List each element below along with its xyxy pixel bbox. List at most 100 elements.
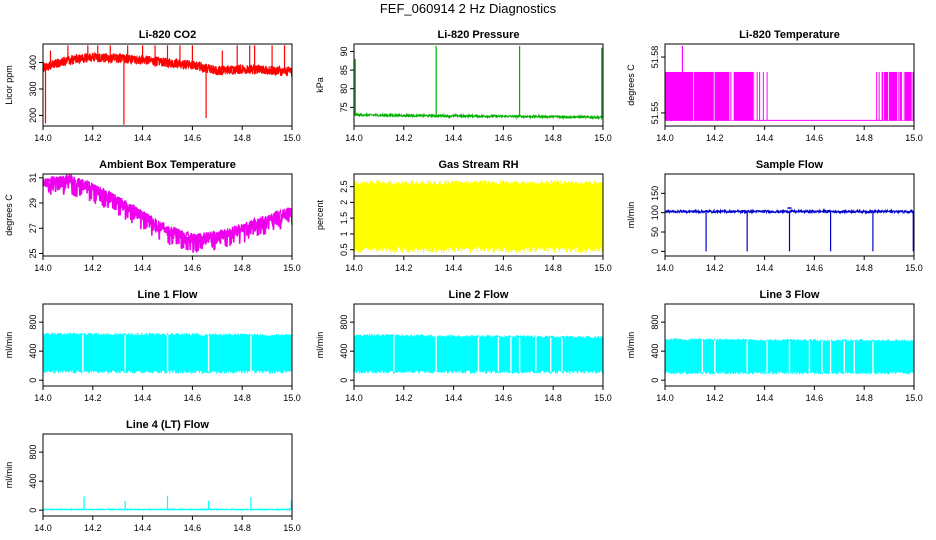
y-axis-label: ml/min [626,202,636,229]
x-tick-label: 14.4 [134,523,152,533]
x-tick-label: 14.4 [756,133,774,143]
x-tick-label: 14.4 [445,133,463,143]
y-tick-label: 400 [650,344,660,359]
x-tick-label: 14.0 [34,133,52,143]
x-tick-label: 14.2 [706,393,724,403]
x-tick-label: 15.0 [283,133,301,143]
plot-frame [353,173,604,257]
x-tick-label: 14.6 [184,393,202,403]
x-tick-label: 15.0 [283,393,301,403]
y-axis-label: ml/min [315,332,325,359]
y-axis-label: degrees C [626,64,636,106]
y-tick-label: 100 [650,205,660,220]
panel-1: Li-820 CO2 Licor ppm 14.0 14.2 14.4 14.6 14.8 1… [4,29,301,143]
x-tick-label: 14.4 [756,393,774,403]
y-tick-label: 0 [650,249,660,254]
x-tick-label: 14.4 [756,263,774,273]
x-tick-label: 14.2 [84,133,102,143]
data-layer [354,180,603,253]
y-axis-label: ml/min [4,332,14,359]
x-tick-label: 14.8 [233,523,251,533]
plot-frame [664,303,915,387]
x-tick-label: 15.0 [594,393,612,403]
data-layer [43,45,292,125]
panel-5: Gas Stream RH percent 14.0 14.2 14.4 14.6 14.8… [315,159,612,273]
y-tick-label: 2.5 [339,180,349,193]
x-tick-label: 14.0 [656,133,674,143]
toggle-block [665,71,755,121]
series-line [354,111,603,121]
y-tick-label: 0.5 [339,243,349,256]
panel-title: Sample Flow [756,159,824,171]
x-tick-label: 14.6 [184,523,202,533]
x-tick-label: 14.8 [855,263,873,273]
y-tick-label: 400 [339,344,349,359]
x-tick-label: 14.6 [806,133,824,143]
panel-10: Line 4 (LT) Flow ml/min 14.0 14.2 14.4 14.6 14… [4,419,301,533]
panel-8: Line 2 Flow ml/min 14.0 14.2 14.4 14.6 14.8 15.… [315,289,612,403]
plot-frame [664,173,915,257]
x-tick-label: 14.8 [233,133,251,143]
data-layer [665,207,914,252]
panel-7: Line 1 Flow ml/min 14.0 14.2 14.4 14.6 14.8 15.… [4,289,301,403]
panel-title: Li-820 Temperature [739,29,840,41]
x-tick-label: 14.8 [233,393,251,403]
x-tick-label: 14.8 [544,133,562,143]
plot-frame [42,173,293,257]
y-tick-label: 51.58 [650,46,660,69]
x-tick-label: 14.2 [706,263,724,273]
panel-title: Line 1 Flow [138,289,198,301]
x-tick-label: 14.2 [395,263,413,273]
x-tick-label: 14.4 [134,263,152,273]
x-tick-label: 15.0 [905,263,923,273]
plot-frame [353,43,604,127]
panel-title: Li-820 CO2 [139,29,196,41]
panel-title: Li-820 Pressure [438,29,520,41]
x-tick-label: 14.2 [84,263,102,273]
y-axis-label: ml/min [4,462,14,489]
data-layer [354,45,603,121]
y-tick-label: 150 [650,186,660,201]
x-tick-label: 14.2 [395,393,413,403]
panel-3: Li-820 Temperature degrees C 14.0 14.2 14.4 1… [626,29,923,143]
x-tick-label: 14.0 [656,393,674,403]
x-tick-label: 15.0 [594,263,612,273]
y-axis-label: percent [315,199,325,230]
x-tick-label: 14.4 [134,393,152,403]
panel-4: Ambient Box Temperature degrees C 14.0 14.2… [4,159,301,273]
panel-title: Line 4 (LT) Flow [126,419,209,431]
x-tick-label: 14.6 [495,263,513,273]
y-tick-label: 400 [28,344,38,359]
y-tick-label: 90 [339,46,349,56]
figure-title: FEF_060914 2 Hz Diagnostics [379,1,557,16]
x-tick-label: 14.0 [345,133,363,143]
x-tick-label: 14.6 [806,393,824,403]
y-axis-label: degrees C [4,194,14,236]
y-tick-label: 800 [28,445,38,460]
y-tick-label: 200 [28,108,38,123]
plot-frame [42,43,293,127]
panel-9: Line 3 Flow ml/min 14.0 14.2 14.4 14.6 14.8 15.… [626,289,923,403]
y-axis-label: Licor ppm [4,65,14,105]
y-tick-label: 75 [339,102,349,112]
panel-title: Line 2 Flow [449,289,509,301]
panel-title: Ambient Box Temperature [99,159,236,171]
x-tick-label: 14.4 [445,263,463,273]
y-tick-label: 0 [339,378,349,383]
data-layer [43,332,292,374]
y-tick-label: 31 [28,173,38,183]
x-tick-label: 15.0 [283,263,301,273]
x-tick-label: 15.0 [283,523,301,533]
x-tick-label: 14.6 [184,133,202,143]
x-tick-label: 14.8 [544,393,562,403]
y-tick-label: 1 [339,231,349,236]
y-tick-label: 400 [28,474,38,489]
y-tick-label: 0 [650,378,660,383]
y-tick-label: 80 [339,84,349,94]
y-tick-label: 29 [28,198,38,208]
y-axis-label: kPa [315,77,325,93]
x-tick-label: 14.4 [445,393,463,403]
x-tick-label: 15.0 [905,393,923,403]
series-line [354,180,603,253]
